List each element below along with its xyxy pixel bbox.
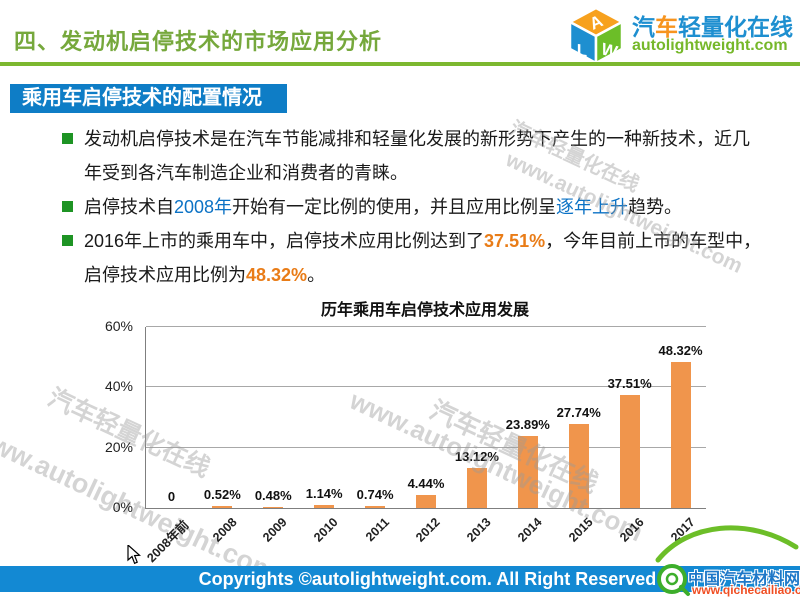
page-title: 四、发动机启停技术的市场应用分析 (14, 29, 383, 54)
bar-value-label: 13.12% (454, 449, 499, 465)
brand-char: 车 (655, 14, 678, 40)
chart-title: 历年乘用车启停技术应用发展 (320, 302, 529, 319)
mouse-cursor-icon (127, 545, 141, 565)
bullet-segment: 发动机启停技术是在汽车节能减排和轻量化发展的新形势下产生的一种新技术，近几年受到… (84, 129, 750, 183)
bar-value-label: 27.74% (556, 405, 601, 421)
chart-bar-2013 (466, 468, 487, 508)
chart-bar-2008 (212, 506, 233, 508)
x-axis-tick-label: 2010 (311, 515, 342, 545)
bar-value-label: 4.44% (407, 475, 445, 491)
x-axis-tick-label: 2008年前 (143, 517, 192, 566)
bar-value-label: 23.89% (505, 416, 550, 432)
brand-domain: autolightweight.com (632, 37, 788, 54)
brand-logo: A L W 汽车轻量化在线 autolightweight.com (566, 4, 796, 64)
highlight-trend: 逐年上升 (556, 197, 629, 217)
x-axis-tick-label: 2008 (209, 515, 240, 545)
bar-value-label: 0.48% (254, 487, 292, 503)
header-divider (0, 62, 800, 66)
x-axis-tick-label: 2011 (362, 515, 392, 545)
gridline (146, 326, 706, 327)
bullet-text: 2016年上市的乘用车中，启停技术应用比例达到了37.51%，今年目前上市的车型… (84, 224, 762, 292)
chart-bar-2011 (365, 505, 386, 508)
x-axis-tick-label: 2012 (413, 515, 443, 545)
y-axis-tick-label: 0% (112, 499, 133, 515)
bullet-segment: 。 (307, 265, 326, 285)
brand-name-cn: 汽车轻量化在线 (632, 8, 793, 42)
chart-bar-2010 (314, 504, 335, 508)
bullet-text: 发动机启停技术是在汽车节能减排和轻量化发展的新形势下产生的一种新技术，近几年受到… (84, 122, 762, 190)
svg-text:W: W (599, 39, 620, 62)
section-badge: 乘用车启停技术的配置情况 (10, 84, 287, 113)
brand-chars: 轻量化在线 (678, 14, 793, 40)
bullet-segment: 趋势。 (628, 197, 683, 217)
x-axis-tick-label: 2014 (515, 515, 545, 545)
brand-char: 汽 (632, 14, 655, 40)
bullet-segment: 启停技术自 (84, 197, 174, 217)
qichecailiao-watermark: 中国汽车材料网 www.qichecailiao.com (648, 515, 800, 599)
bullet-square-icon (62, 133, 73, 144)
bar-value-label: 0.52% (203, 487, 241, 503)
bullet-square-icon (62, 235, 73, 246)
y-axis-tick-label: 40% (104, 378, 133, 395)
bullet-text: 启停技术自2008年开始有一定比例的使用，并且应用比例呈逐年上升趋势。 (84, 190, 762, 224)
gridline (146, 386, 706, 388)
chart-plot-area: 0 0.52% 0.48% 1.14% 0.74% 4.44% 13.12% 23.89% 27… (145, 326, 706, 509)
y-axis-tick-label: 60% (104, 318, 133, 334)
highlight-year: 2008年 (174, 197, 233, 217)
bullet-item-2: 启停技术自2008年开始有一定比例的使用，并且应用比例呈逐年上升趋势。 (62, 190, 762, 224)
svg-text:L: L (577, 41, 587, 61)
y-axis-tick-label: 20% (104, 438, 133, 455)
bullet-segment: 2016年上市的乘用车中，启停技术应用比例达到了 (84, 231, 485, 251)
x-axis-tick-label: 2013 (464, 515, 494, 545)
bullet-item-1: 发动机启停技术是在汽车节能减排和轻量化发展的新形势下产生的一种新技术，近几年受到… (62, 122, 762, 190)
bar-value-label: 48.32% (658, 343, 703, 359)
highlight-percent-2017: 48.32% (246, 265, 308, 285)
chart-bar-2014 (517, 435, 538, 508)
x-axis-tick-label: 2016 (616, 515, 647, 545)
qichecailiao-name: 中国汽车材料网 (688, 571, 800, 588)
bullet-item-3: 2016年上市的乘用车中，启停技术应用比例达到了37.51%，今年目前上市的车型… (62, 224, 762, 292)
chart-bar-2015 (568, 424, 589, 508)
chart-bar-2012 (416, 494, 436, 508)
chart-bar-2016 (619, 394, 640, 508)
bar-value-label: 0.74% (356, 486, 394, 502)
chart-bar-2009 (263, 506, 284, 508)
bullet-square-icon (62, 201, 73, 212)
x-axis-tick-label: 2015 (566, 515, 596, 545)
x-axis-tick-label: 2009 (260, 515, 291, 545)
chart-bar-2017 (670, 362, 691, 508)
bar-value-label: 1.14% (305, 485, 343, 501)
gridline (146, 446, 706, 448)
car-swoosh-icon (655, 525, 799, 596)
qichecailiao-url: www.qichecailiao.com (692, 583, 800, 597)
bullet-segment: 开始有一定比例的使用，并且应用比例呈 (232, 197, 557, 217)
bar-value-label: 37.51% (607, 375, 652, 391)
cube-logo-icon: A L W (568, 6, 624, 64)
bullet-segment: ，今年目前上市的车型中，启停技术应用比例为 (84, 231, 762, 285)
copyright-text: Copyrights ©autolightweight.com. All Rig… (198, 569, 657, 589)
highlight-percent-2016: 37.51% (484, 231, 546, 251)
bar-value-label: 0 (167, 489, 176, 504)
